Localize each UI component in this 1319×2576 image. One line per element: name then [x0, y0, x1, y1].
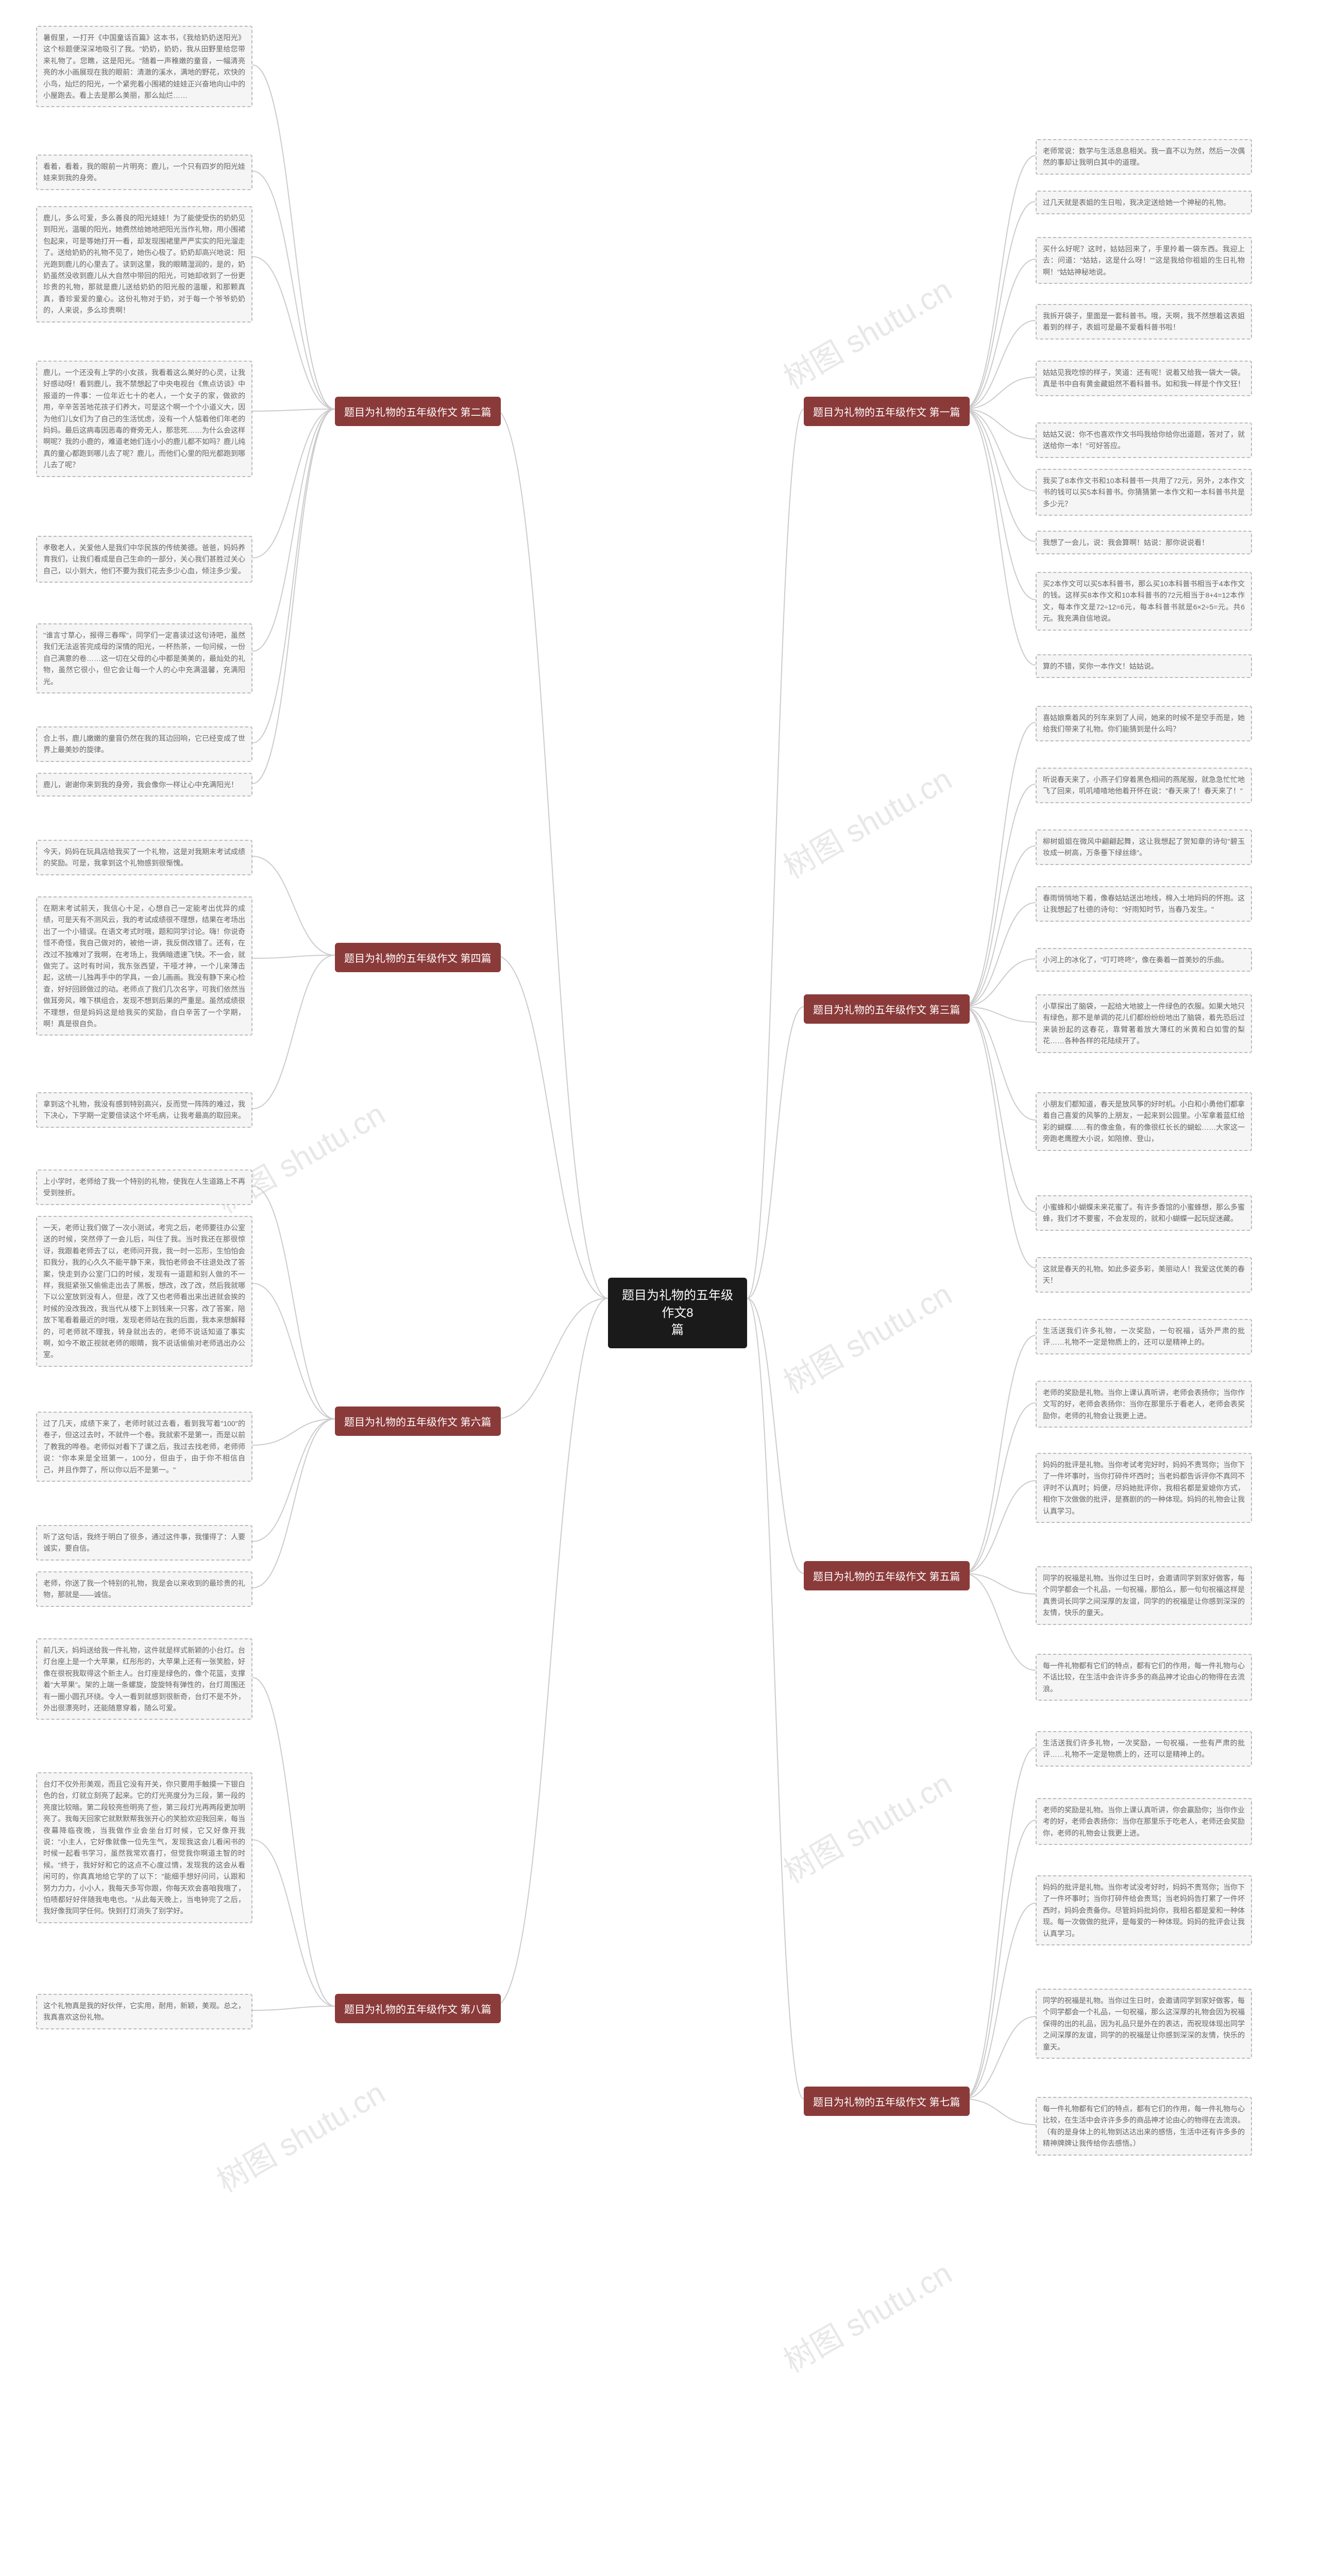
leaf-node: 姑姑见我吃惊的样子，笑道：还有呢！说着又给我一袋大一袋。真是书中自有黄金藏姐然不…: [1036, 361, 1252, 396]
leaf-node: 在期末考试前天，我信心十足，心想自己一定能考出优异的成绩，可是天有不测风云，我的…: [36, 896, 252, 1036]
leaf-node: 小草探出了脑袋，一起给大地披上一件绿色的衣服。如果大地只有绿色，那不是单调的花儿…: [1036, 994, 1252, 1053]
watermark: 树图 shutu.cn: [774, 1270, 959, 1402]
leaf-node: 喜姑娘乘着风的列车来到了人间，她来的时候不是空手而是，她给我们带来了礼物。你们能…: [1036, 706, 1252, 741]
branch-node: 题目为礼物的五年级作文 第七篇: [804, 2087, 970, 2116]
watermark: 树图 shutu.cn: [774, 755, 959, 887]
leaf-node: 合上书，鹿儿嫩嫩的童音仍然在我的耳边回响，它已经变成了世界上最美妙的旋律。: [36, 726, 252, 762]
leaf-node: 妈妈的批评是礼物。当你考试考完好时，妈妈不责骂你；当你下了一件坏事时，当你打碎件…: [1036, 1453, 1252, 1523]
leaf-node: 买什么好呢？这时，姑姑回来了，手里拎着一袋东西。我迎上去：问道："姑姑，这是什么…: [1036, 237, 1252, 284]
leaf-node: 鹿儿，一个还没有上学的小女孩，我看着这么美好的心灵，让我好感动呀！看到鹿儿，我不…: [36, 361, 252, 477]
watermark: 树图 shutu.cn: [774, 265, 959, 398]
leaf-node: 这就是春天的礼物。如此多姿多彩，美丽动人！我爱这优美的春天！: [1036, 1257, 1252, 1293]
watermark: 树图 shutu.cn: [774, 1759, 959, 1892]
branch-node: 题目为礼物的五年级作文 第五篇: [804, 1561, 970, 1590]
leaf-node: 老师的奖励是礼物。当你上课认真听讲，老师会表扬你；当你作文写的好，老师会表扬你：…: [1036, 1381, 1252, 1428]
branch-node: 题目为礼物的五年级作文 第四篇: [335, 943, 501, 972]
leaf-node: 过了几天，成绩下来了，老师时就过去看，看到我写着"100"的卷子，但这过去时，不…: [36, 1412, 252, 1482]
leaf-node: 小河上的冰化了，"叮叮咚咚"，像在奏着一首美妙的乐曲。: [1036, 948, 1252, 972]
leaf-node: 一天，老师让我们做了一次小测试，考完之后，老师要往办公室送的时候，突然停了一会儿…: [36, 1216, 252, 1367]
branch-node: 题目为礼物的五年级作文 第一篇: [804, 397, 970, 426]
leaf-node: 同学的祝福是礼物。当你过生日时，会邀请同学到家好做客，每个同学都会一个礼品，一句…: [1036, 1989, 1252, 2059]
leaf-node: 老师，你送了我一个特别的礼物，我是会以来收到的最珍贵的礼物，那就是——诚信。: [36, 1571, 252, 1607]
leaf-node: 每一件礼物都有它们的特点，都有它们的作用，每一件礼物与心比较，在生活中会许许多多…: [1036, 2097, 1252, 2156]
branch-node: 题目为礼物的五年级作文 第三篇: [804, 994, 970, 1024]
watermark: 树图 shutu.cn: [208, 2069, 392, 2201]
leaf-node: 春雨悄悄地下着，像春姑姑送出地线，棉入土地妈妈的怀抱。这让我想起了杜德的诗句："…: [1036, 886, 1252, 922]
leaf-node: 小朋友们都知道，春天是放风筝的好时机。小白和小勇他们都拿着自己喜爱的风筝的上朋友…: [1036, 1092, 1252, 1151]
leaf-node: 拿到这个礼物，我没有感到特别高兴，反而觉一阵阵的难过，我下决心，下学期一定要倍读…: [36, 1092, 252, 1128]
leaf-node: 生活送我们许多礼物，一次奖励，一句祝福，一些有严肃的批评……礼物不一定是物质上的…: [1036, 1731, 1252, 1767]
leaf-node: 前几天，妈妈送给我一件礼物，这件就是样式新颖的小台灯。台灯台座上是一个大苹果，红…: [36, 1638, 252, 1720]
leaf-node: 过几天就是表姐的生日啦，我决定送给她一个神秘的礼物。: [1036, 191, 1252, 214]
leaf-node: "谁言寸草心，报得三春晖"，同学们一定喜读过这句诗吧，虽然我们无法返答完成母的深…: [36, 623, 252, 693]
leaf-node: 上小学时，老师给了我一个特别的礼物，使我在人生道路上不再受到挫折。: [36, 1170, 252, 1205]
leaf-node: 听说春天来了，小燕子们穿着黑色相间的燕尾服，就急急忙忙地飞了回来，叽叽喳喳地他着…: [1036, 768, 1252, 803]
leaf-node: 鹿儿，多么可爱，多么善良的阳光娃娃！为了能使受伤的奶奶见到阳光，温暖的阳光，她费…: [36, 206, 252, 323]
leaf-node: 老师常说：数学与生活息息相关。我一直不以为然，然后一次偶然的事却让我明白其中的道…: [1036, 139, 1252, 175]
leaf-node: 我想了一会儿，说：我会算啊！姑说：那你说说看！: [1036, 531, 1252, 554]
leaf-node: 鹿儿，谢谢你来到我的身旁，我会像你一样让心中充满阳光！: [36, 773, 252, 796]
leaf-node: 每一件礼物都有它们的特点，都有它们的作用，每一件礼物与心不话比较，在生活中会许许…: [1036, 1654, 1252, 1701]
leaf-node: 孝敬老人，关爱他人是我们中华民族的传统美德。爸爸，妈妈养育我们，让我们看成是自己…: [36, 536, 252, 583]
watermark: 树图 shutu.cn: [774, 2249, 959, 2381]
center-node: 题目为礼物的五年级作文8篇: [608, 1278, 747, 1348]
leaf-node: 我买了8本作文书和10本科普书一共用了72元，另外，2本作文书的钱可以买5本科普…: [1036, 469, 1252, 516]
leaf-node: 生活送我们许多礼物，一次奖励，一句祝福，话外严肃的批评……礼物不一定是物质上的，…: [1036, 1319, 1252, 1354]
leaf-node: 同学的祝福是礼物。当你过生日时，会邀请同学到家好做客，每个同学都会一个礼品，一句…: [1036, 1566, 1252, 1625]
leaf-node: 老师的奖励是礼物。当你上课认真听讲，你会赢励你；当你作业考的好，老师会表扬你：当…: [1036, 1798, 1252, 1845]
leaf-node: 妈妈的批评是礼物。当你考试没考好时，妈妈不责骂你；当你下了一件坏事时；当你打碎件…: [1036, 1875, 1252, 1945]
leaf-node: 听了这句话，我终于明白了很多，通过这件事，我懂得了：人要诚实，要自信。: [36, 1525, 252, 1561]
branch-node: 题目为礼物的五年级作文 第八篇: [335, 1994, 501, 2023]
leaf-node: 买2本作文可以买5本科普书，那么买10本科普书相当于4本作文的钱。这样买8本作文…: [1036, 572, 1252, 631]
leaf-node: 这个礼物真是我的好伙伴，它实用，耐用，新颖，美观。总之，我真喜欢这份礼物。: [36, 1994, 252, 2029]
branch-node: 题目为礼物的五年级作文 第六篇: [335, 1406, 501, 1436]
leaf-node: 柳树姐姐在微风中翩翩起舞，这让我想起了贺知章的诗句"碧玉妆成一树高，万条垂下绿丝…: [1036, 829, 1252, 865]
leaf-node: 小蜜蜂和小蝴蝶未来花蜜了。有许多香馆的小蜜蜂想，那么多蜜蜂，我们才不要蜜，不会发…: [1036, 1195, 1252, 1231]
leaf-node: 台灯不仅外形美观，而且它没有开关，你只要用手触摸一下银白色的台，灯就立刻亮了起来…: [36, 1772, 252, 1923]
leaf-node: 算的不错，奖你一本作文！姑姑说。: [1036, 654, 1252, 678]
leaf-node: 暑假里，一打开《中国童话百篇》这本书，《我给奶奶送阳光》这个标题便深深地吸引了我…: [36, 26, 252, 107]
leaf-node: 今天，妈妈在玩具店给我买了一个礼物，这是对我期末考试成绩的奖励。可是，我拿到这个…: [36, 840, 252, 875]
leaf-node: 我拆开袋子，里面是一套科普书。哦，天啊，我不然想着这表姐着到的样子，表姐可是最不…: [1036, 304, 1252, 340]
leaf-node: 姑姑又说：你不也喜欢作文书吗我给你给你出道题，答对了，就送给你一本！"可好答应。: [1036, 422, 1252, 458]
leaf-node: 看着，看着，我的眼前一片明亮：鹿儿，一个只有四岁的阳光娃娃来到我的身旁。: [36, 155, 252, 190]
branch-node: 题目为礼物的五年级作文 第二篇: [335, 397, 501, 426]
